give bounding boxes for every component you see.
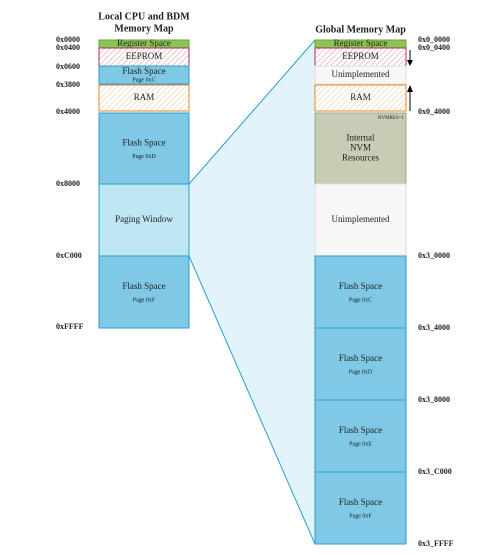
block-label: Flash Space	[122, 66, 165, 76]
map-title: Global Memory Map	[315, 24, 406, 35]
block-label: Flash Space	[339, 353, 382, 363]
block-sublabel: Page 0xC	[132, 77, 155, 83]
memory-block	[314, 65, 407, 85]
memory-block	[314, 471, 407, 545]
block-label: Register Space	[117, 38, 171, 48]
address: 0x3_4000	[418, 323, 450, 332]
address: 0x3_8000	[418, 395, 450, 404]
block-label: Register Space	[334, 38, 388, 48]
block-label: Flash Space	[122, 138, 165, 148]
address: 0x3800	[56, 80, 80, 89]
block-label: Flash Space	[339, 425, 382, 435]
block-sublabel: Page 0xC	[349, 297, 372, 303]
address: 0x4000	[56, 107, 80, 116]
projection	[189, 40, 315, 544]
memory-block	[314, 327, 407, 401]
block-sublabel: Page 0xD	[349, 369, 373, 375]
memory-block	[98, 112, 190, 185]
address: 0x3_C000	[418, 467, 452, 476]
map-title: Local CPU and BDM	[98, 11, 190, 22]
address: 0x0_0000	[418, 35, 450, 44]
block-sublabel: Page 0xE	[349, 441, 372, 447]
block-label: RAM	[350, 92, 371, 102]
block-label: EEPROM	[126, 51, 163, 61]
block-label: Paging Window	[115, 214, 173, 224]
address: 0x0_4000	[418, 107, 450, 116]
address: 0x3_FFFF	[418, 539, 454, 548]
arrow-head	[407, 85, 413, 92]
address: 0x0_0400	[418, 43, 450, 52]
memory-block	[314, 183, 407, 257]
memory-block	[98, 183, 190, 257]
block-label: RAM	[134, 92, 155, 102]
memory-block	[98, 84, 190, 112]
arrow-head	[407, 60, 413, 66]
block-label: Unimplemented	[332, 69, 390, 79]
memory-block	[98, 255, 190, 329]
block-label: Internal NVM Resources	[342, 133, 379, 163]
map-title: Memory Map	[114, 23, 174, 34]
memory-block	[314, 84, 407, 112]
address: 0x0400	[56, 43, 80, 52]
projection-line	[188, 255, 316, 545]
block-note: NVMRES=1	[378, 116, 405, 121]
address: 0x0600	[56, 62, 80, 71]
projection-line	[188, 39, 316, 185]
block-sublabel: Page 0xD	[132, 154, 156, 160]
memory-block	[314, 399, 407, 473]
address: 0x8000	[56, 179, 80, 188]
memory-block	[98, 65, 190, 85]
address: 0xC000	[56, 251, 82, 260]
block-sublabel: Page 0xF	[349, 513, 372, 519]
block-label: Flash Space	[122, 281, 165, 291]
address: 0x0000	[56, 35, 80, 44]
block-label: EEPROM	[342, 51, 379, 61]
block-label: Flash Space	[339, 281, 382, 291]
address: 0xFFFF	[56, 322, 84, 331]
memory-block	[314, 112, 407, 185]
address: 0x3_0000	[418, 251, 450, 260]
block-label: Flash Space	[339, 497, 382, 507]
memory-block	[314, 255, 407, 329]
block-sublabel: Page 0xF	[133, 297, 156, 303]
block-label: Unimplemented	[332, 214, 390, 224]
